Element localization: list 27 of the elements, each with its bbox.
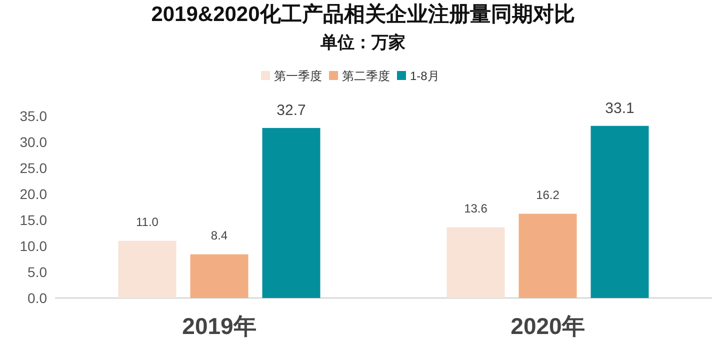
bar: [518, 214, 577, 298]
bar: [190, 254, 248, 298]
legend-label: 1-8月: [410, 69, 440, 83]
x-tick-label: 2019年: [182, 313, 256, 339]
y-tick-label: 20.0: [20, 186, 48, 202]
data-label: 33.1: [605, 100, 634, 117]
data-label: 11.0: [136, 214, 159, 229]
legend-label: 第一季度: [274, 69, 322, 83]
data-label: 13.6: [464, 201, 488, 216]
legend-label: 第二季度: [342, 69, 390, 83]
x-tick-label: 2020年: [510, 313, 585, 339]
y-tick-label: 35.0: [20, 108, 48, 124]
chart-subtitle: 单位：万家: [320, 33, 406, 52]
data-label: 8.4: [210, 228, 228, 242]
y-tick-label: 25.0: [20, 160, 48, 176]
data-label: 16.2: [536, 188, 560, 202]
bar: [590, 126, 649, 298]
bar: [262, 128, 320, 298]
y-tick-label: 0.0: [28, 290, 48, 306]
data-label: 32.7: [276, 102, 306, 119]
bar: [446, 227, 505, 298]
y-tick-label: 15.0: [20, 212, 48, 228]
y-tick-label: 10.0: [20, 238, 48, 254]
chart-title: 2019&2020化工产品相关企业注册量同期对比: [151, 2, 575, 26]
bar: [118, 240, 176, 298]
y-tick-label: 5.0: [28, 264, 48, 280]
y-tick-label: 30.0: [20, 134, 48, 150]
